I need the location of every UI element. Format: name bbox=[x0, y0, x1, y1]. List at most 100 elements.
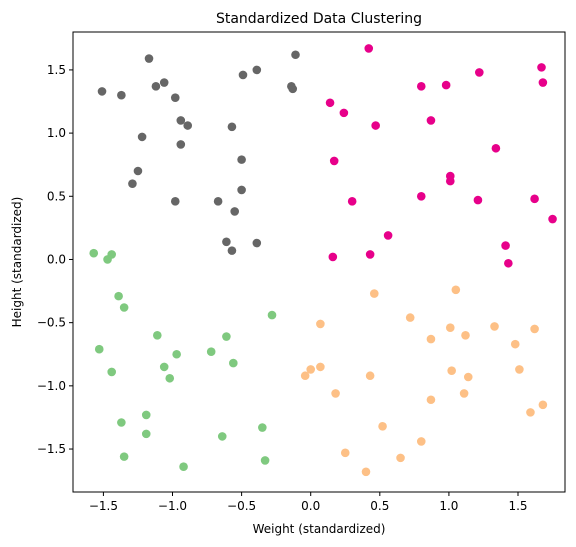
data-point bbox=[222, 332, 231, 341]
data-point bbox=[151, 82, 161, 91]
data-point bbox=[300, 371, 310, 381]
data-point bbox=[548, 214, 557, 224]
data-point bbox=[176, 140, 186, 149]
data-point bbox=[213, 197, 223, 206]
data-point bbox=[445, 323, 455, 333]
data-point bbox=[291, 50, 300, 60]
y-tick-label: −1.0 bbox=[37, 379, 66, 393]
data-point bbox=[252, 65, 262, 75]
data-point bbox=[371, 121, 380, 130]
data-point bbox=[475, 68, 484, 77]
data-point bbox=[316, 362, 325, 372]
data-point bbox=[445, 176, 455, 186]
y-tick-label: 1.0 bbox=[47, 126, 66, 140]
data-point bbox=[473, 195, 483, 205]
data-point bbox=[128, 179, 137, 188]
data-point bbox=[347, 197, 357, 206]
x-tick-label: 0.5 bbox=[370, 499, 389, 513]
data-point bbox=[144, 54, 154, 63]
data-point bbox=[396, 453, 405, 463]
data-point bbox=[461, 330, 470, 340]
y-tick-label: 0.0 bbox=[47, 252, 66, 266]
data-point bbox=[137, 132, 147, 142]
y-tick-label: 1.5 bbox=[47, 63, 66, 77]
data-point bbox=[426, 334, 436, 344]
data-point bbox=[222, 237, 231, 247]
data-point bbox=[288, 84, 298, 94]
data-point bbox=[252, 238, 262, 248]
data-point bbox=[491, 143, 501, 153]
data-point bbox=[416, 191, 426, 201]
data-point bbox=[141, 429, 151, 439]
data-point bbox=[463, 372, 473, 382]
data-point bbox=[94, 344, 104, 354]
x-axis-label: Weight (standardized) bbox=[253, 522, 386, 536]
data-point bbox=[179, 462, 188, 472]
data-point bbox=[117, 418, 126, 427]
data-point bbox=[117, 90, 126, 100]
data-point bbox=[538, 400, 548, 410]
data-point bbox=[227, 246, 237, 255]
data-point bbox=[441, 80, 451, 90]
data-point bbox=[365, 250, 375, 259]
x-tick-label: −0.5 bbox=[227, 499, 256, 513]
data-point bbox=[426, 116, 436, 125]
x-tick-label: 1.5 bbox=[508, 499, 527, 513]
points-layer bbox=[89, 44, 557, 477]
data-point bbox=[172, 349, 181, 359]
data-point bbox=[107, 367, 116, 377]
x-axis: −1.5 −1.0 −0.5 0.0 0.5 1.0 1.5 bbox=[89, 492, 528, 513]
x-tick-label: −1.5 bbox=[89, 499, 118, 513]
data-point bbox=[501, 241, 510, 250]
data-point bbox=[260, 456, 270, 465]
x-tick-label: 1.0 bbox=[439, 499, 458, 513]
data-point bbox=[227, 122, 237, 132]
data-point bbox=[183, 121, 193, 130]
data-point bbox=[510, 339, 520, 349]
data-point bbox=[237, 185, 246, 195]
data-point bbox=[416, 82, 426, 91]
data-point bbox=[447, 366, 456, 375]
data-point bbox=[119, 303, 129, 312]
data-point bbox=[229, 358, 238, 368]
data-point bbox=[206, 347, 216, 357]
data-point bbox=[306, 365, 316, 374]
data-point bbox=[526, 408, 535, 417]
data-point bbox=[217, 432, 227, 441]
data-point bbox=[538, 78, 548, 87]
data-point bbox=[237, 155, 246, 164]
data-point bbox=[230, 207, 239, 216]
data-point bbox=[361, 467, 371, 477]
data-point bbox=[383, 231, 393, 240]
data-point bbox=[176, 116, 186, 125]
y-tick-label: −0.5 bbox=[37, 316, 66, 330]
data-point bbox=[159, 362, 169, 372]
data-point bbox=[89, 248, 99, 258]
data-point bbox=[365, 371, 375, 381]
data-point bbox=[165, 373, 175, 383]
data-point bbox=[416, 437, 426, 446]
data-point bbox=[267, 310, 277, 320]
data-point bbox=[426, 395, 436, 405]
data-point bbox=[107, 250, 116, 259]
data-point bbox=[159, 78, 169, 87]
data-point bbox=[141, 410, 151, 420]
data-point bbox=[258, 423, 267, 432]
data-point bbox=[340, 448, 350, 458]
y-axis-label: Height (standardized) bbox=[10, 197, 24, 328]
y-axis: −1.5 −1.0 −0.5 0.0 0.5 1.0 1.5 bbox=[37, 63, 73, 456]
data-point bbox=[378, 421, 387, 431]
y-tick-label: 0.5 bbox=[47, 189, 66, 203]
data-point bbox=[170, 93, 180, 103]
plot-frame bbox=[72, 31, 566, 493]
data-point bbox=[114, 291, 123, 301]
data-point bbox=[119, 452, 129, 461]
data-point bbox=[97, 87, 107, 96]
data-point bbox=[515, 365, 524, 374]
data-point bbox=[530, 324, 539, 334]
data-point bbox=[339, 108, 349, 118]
data-point bbox=[133, 166, 143, 176]
x-tick-label: −1.0 bbox=[158, 499, 187, 513]
y-tick-label: −1.5 bbox=[37, 442, 66, 456]
data-point bbox=[170, 197, 180, 206]
